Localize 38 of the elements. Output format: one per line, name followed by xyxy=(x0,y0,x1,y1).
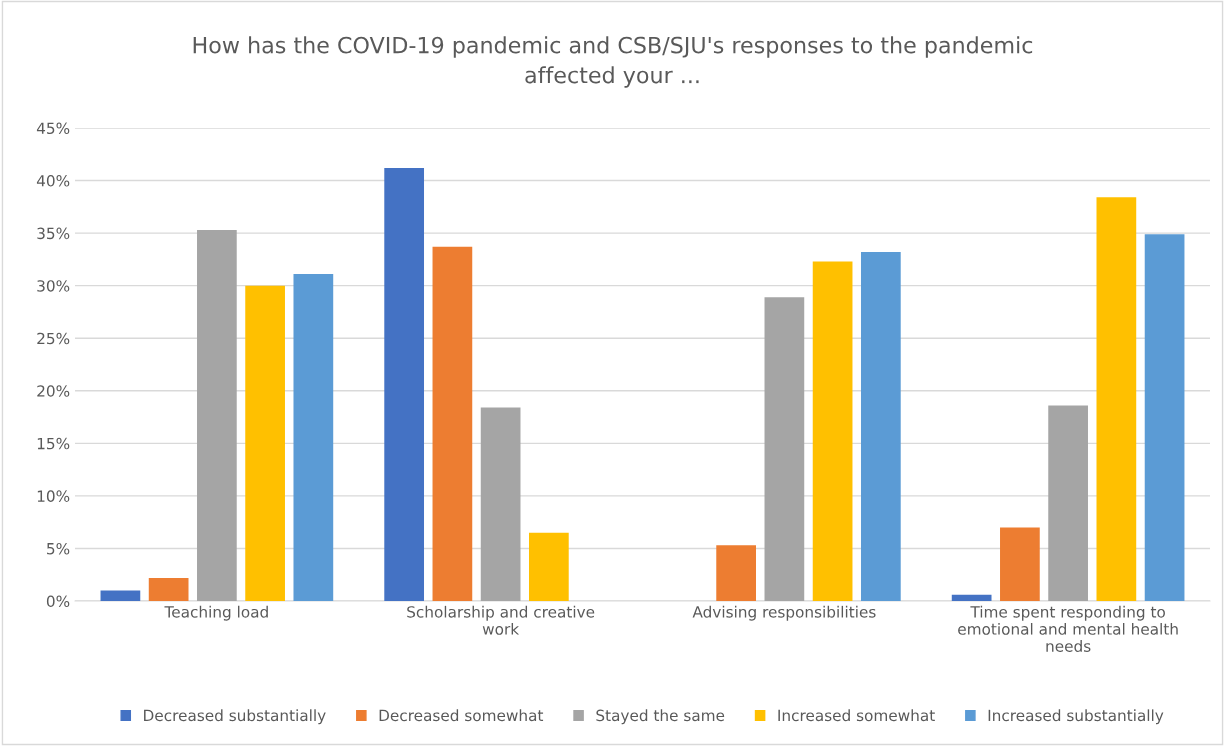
bar xyxy=(100,590,141,601)
bar xyxy=(1144,234,1185,601)
bar xyxy=(812,261,853,601)
bar xyxy=(1096,197,1137,601)
y-tick-label: 20% xyxy=(37,385,70,397)
legend-label: Decreased somewhat xyxy=(379,709,544,722)
x-tick-label: Time spent responding to emotional and mental health needs xyxy=(958,605,1178,652)
x-tick-label: Teaching load xyxy=(164,605,268,621)
bar xyxy=(432,246,473,601)
bar xyxy=(951,594,992,601)
bar xyxy=(1048,405,1088,601)
y-tick-label: 5% xyxy=(47,542,70,555)
y-tick-label: 35% xyxy=(37,227,70,240)
legend-label: Increased somewhat xyxy=(778,709,935,722)
y-tick-label: 40% xyxy=(36,175,70,187)
y-tick-label: 45% xyxy=(36,122,70,135)
bar xyxy=(245,285,285,601)
bar xyxy=(384,167,425,601)
y-tick-label: 25% xyxy=(37,332,70,345)
bar xyxy=(293,274,334,601)
bar xyxy=(480,407,521,601)
legend-label: Increased substantially xyxy=(988,709,1164,725)
bar xyxy=(764,297,805,601)
x-tick-label: Scholarship and creative work xyxy=(407,605,595,635)
x-tick-label: Advising responsibilities xyxy=(692,605,876,621)
legend-label: Stayed the same xyxy=(596,709,725,725)
y-tick-label: 15% xyxy=(37,437,70,450)
y-tick-label: 0% xyxy=(46,595,70,608)
bar xyxy=(860,252,901,601)
bar xyxy=(529,532,569,601)
bar xyxy=(197,229,237,601)
y-tick-label: 10% xyxy=(37,490,70,502)
y-tick-label: 30% xyxy=(37,280,70,292)
legend-label: Decreased substantially xyxy=(144,709,326,725)
chart-title: How has the COVID-19 pandemic and CSB/SJU's responses to the pandemic affected your ... xyxy=(193,36,1033,88)
bar xyxy=(1000,527,1040,601)
bar xyxy=(148,577,189,601)
bar xyxy=(716,545,756,601)
